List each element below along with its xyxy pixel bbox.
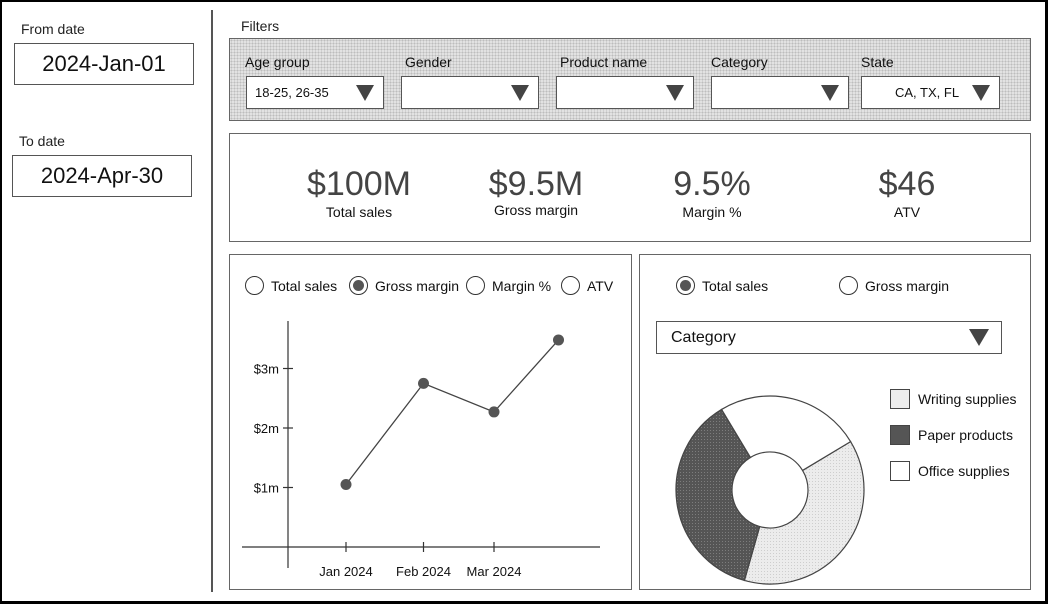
- radio-icon: [466, 276, 485, 295]
- donut-slice: [675, 408, 761, 582]
- legend-paper-products: Paper products: [890, 425, 1013, 445]
- sidebar-divider: [211, 10, 213, 592]
- series-line: [345, 339, 559, 485]
- radio-label: Margin %: [492, 277, 552, 294]
- pie-category-dropdown[interactable]: Category: [656, 321, 1002, 354]
- kpi-margin-pct: 9.5% Margin %: [627, 164, 797, 220]
- radio-atv[interactable]: ATV: [561, 276, 613, 295]
- legend-swatch: [890, 389, 910, 409]
- kpi-value: $46: [878, 165, 936, 203]
- chevron-down-icon: [666, 84, 684, 101]
- chevron-down-icon: [969, 329, 989, 346]
- legend-office-supplies: Office supplies: [890, 461, 1010, 481]
- kpi-caption: Gross margin: [493, 202, 579, 218]
- filter-label-category: Category: [711, 54, 768, 70]
- radio-label: Total sales: [702, 277, 769, 294]
- pie-chart-panel: Total sales Gross margin Category Writin…: [639, 254, 1031, 590]
- legend-writing-supplies: Writing supplies: [890, 389, 1017, 409]
- radio-pie-total-sales[interactable]: Total sales: [676, 276, 768, 295]
- kpi-caption: Total sales: [325, 204, 393, 220]
- line-chart-panel: Total sales Gross margin Margin % ATV $1…: [229, 254, 632, 590]
- radio-selected-icon: [349, 276, 368, 295]
- filter-label-state: State: [861, 54, 894, 70]
- from-date-field[interactable]: 2024-Jan-01: [14, 43, 194, 85]
- filter-label-gender: Gender: [405, 54, 452, 70]
- pie-category-value: Category: [671, 328, 736, 346]
- radio-icon: [245, 276, 264, 295]
- filter-label-product-name: Product name: [560, 54, 648, 70]
- radio-icon: [839, 276, 858, 295]
- line-chart: $1m $2m $3m Jan 2024 Feb 2024 Mar 2024: [242, 321, 600, 579]
- kpi-caption: Margin %: [682, 204, 742, 220]
- filter-label-age-group: Age group: [245, 54, 310, 70]
- state-value: CA, TX, FL: [895, 85, 960, 100]
- radio-total-sales[interactable]: Total sales: [245, 276, 337, 295]
- x-tick-label: Feb 2024: [396, 564, 451, 579]
- age-group-value: 18-25, 26-35: [255, 85, 329, 100]
- radio-label: Gross margin: [375, 277, 460, 294]
- legend-swatch: [890, 425, 910, 445]
- kpi-gross-margin: $9.5M Gross margin: [451, 164, 621, 218]
- radio-margin-pct[interactable]: Margin %: [466, 276, 551, 295]
- legend-label: Paper products: [918, 427, 1013, 443]
- donut-chart: [675, 395, 865, 585]
- donut-slice: [743, 440, 865, 585]
- radio-selected-icon: [676, 276, 695, 295]
- legend-label: Office supplies: [918, 463, 1010, 479]
- donut-slice: [720, 395, 852, 472]
- kpi-caption: ATV: [893, 204, 921, 220]
- data-point: [553, 334, 564, 346]
- from-date-label: From date: [21, 21, 85, 37]
- legend-label: Writing supplies: [918, 391, 1017, 407]
- radio-label: ATV: [587, 277, 614, 294]
- radio-label: Gross margin: [865, 277, 950, 294]
- kpi-total-sales: $100M Total sales: [274, 164, 444, 220]
- category-dropdown[interactable]: [711, 76, 849, 109]
- chevron-down-icon: [821, 84, 839, 101]
- radio-pie-gross-margin[interactable]: Gross margin: [839, 276, 949, 295]
- chevron-down-icon: [972, 84, 990, 101]
- gender-dropdown[interactable]: [401, 76, 539, 109]
- legend-swatch: [890, 461, 910, 481]
- x-tick-label: Jan 2024: [319, 564, 373, 579]
- to-date-label: To date: [19, 133, 65, 149]
- product-name-dropdown[interactable]: [556, 76, 694, 109]
- chevron-down-icon: [511, 84, 529, 101]
- y-tick-label: $3m: [254, 362, 279, 377]
- filters-title: Filters: [241, 18, 280, 34]
- filters-panel: Age group 18-25, 26-35 Gender Product na…: [229, 38, 1031, 121]
- radio-label: Total sales: [271, 277, 338, 294]
- chevron-down-icon: [356, 84, 374, 101]
- data-point: [418, 377, 429, 389]
- age-group-dropdown[interactable]: 18-25, 26-35: [246, 76, 384, 109]
- data-point: [488, 406, 500, 418]
- kpi-value: $9.5M: [488, 165, 584, 203]
- data-point: [340, 479, 352, 491]
- to-date-field[interactable]: 2024-Apr-30: [12, 155, 192, 197]
- radio-icon: [561, 276, 580, 295]
- kpi-atv: $46 ATV: [822, 164, 992, 220]
- y-tick-label: $1m: [254, 481, 279, 496]
- kpi-value: $100M: [307, 165, 411, 203]
- state-dropdown[interactable]: CA, TX, FL: [861, 76, 1000, 109]
- y-tick-label: $2m: [254, 421, 279, 436]
- kpi-panel: $100M Total sales $9.5M Gross margin 9.5…: [229, 133, 1031, 242]
- x-tick-label: Mar 2024: [467, 564, 522, 579]
- radio-gross-margin[interactable]: Gross margin: [349, 276, 459, 295]
- kpi-value: 9.5%: [673, 165, 751, 203]
